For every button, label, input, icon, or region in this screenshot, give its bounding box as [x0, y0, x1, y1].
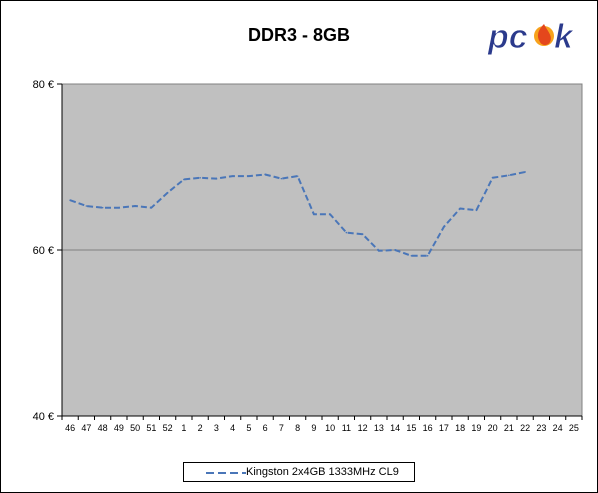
- data-point: [150, 206, 153, 209]
- x-tick-label: 20: [488, 423, 498, 433]
- data-point: [459, 207, 461, 210]
- data-point: [361, 233, 364, 236]
- x-tick-label: 21: [504, 423, 514, 433]
- data-point: [443, 225, 445, 228]
- data-point: [199, 176, 201, 179]
- data-point: [166, 191, 169, 194]
- data-point: [426, 255, 429, 257]
- data-point: [69, 199, 71, 201]
- x-tick-label: 22: [520, 423, 530, 433]
- data-point: [378, 250, 380, 252]
- x-tick-label: 5: [246, 423, 251, 433]
- data-point: [296, 175, 299, 177]
- x-tick-label: 47: [81, 423, 91, 433]
- x-tick-label: 23: [536, 423, 546, 433]
- x-tick-label: 11: [342, 423, 351, 433]
- data-point: [85, 205, 88, 207]
- data-point: [118, 206, 120, 209]
- y-axis: 40 € 60 € 80 €: [33, 79, 62, 423]
- svg-text:k: k: [554, 18, 575, 56]
- series-line-0: [69, 171, 526, 257]
- x-tick-label: 46: [65, 423, 75, 433]
- data-point: [215, 177, 218, 180]
- data-point: [183, 178, 185, 181]
- x-tick-label: 2: [198, 423, 203, 433]
- data-point: [410, 255, 413, 257]
- x-tick-label: 16: [423, 423, 433, 433]
- legend: Kingston 2x4GB 1333MHz CL9: [183, 462, 415, 482]
- x-tick-label: 52: [163, 423, 173, 433]
- x-tick-label: 25: [569, 423, 579, 433]
- data-point: [394, 249, 396, 251]
- data-point: [101, 206, 104, 209]
- x-tick-label: 24: [553, 423, 563, 433]
- x-tick-label: 1: [181, 423, 186, 433]
- x-tick-label: 17: [439, 423, 449, 433]
- y-tick-label: 60 €: [33, 245, 54, 257]
- data-point: [475, 209, 478, 211]
- x-tick-label: 15: [406, 423, 416, 433]
- x-tick-label: 50: [130, 423, 140, 433]
- data-point: [248, 175, 250, 177]
- x-tick-label: 8: [295, 423, 300, 433]
- x-tick-label: 4: [230, 423, 235, 433]
- y-tick-label: 40 €: [33, 411, 54, 423]
- data-point: [313, 213, 315, 216]
- legend-swatch-kingston: [206, 472, 246, 474]
- data-point: [134, 205, 136, 207]
- data-point: [345, 231, 348, 234]
- data-point: [280, 177, 283, 180]
- x-tick-label: 18: [455, 423, 465, 433]
- x-tick-label: 13: [374, 423, 384, 433]
- data-point: [491, 176, 494, 179]
- chart-title: DDR3 - 8GB: [247, 25, 350, 45]
- svg-text:pc: pc: [487, 18, 528, 56]
- x-tick-label: 6: [263, 423, 268, 433]
- series-layer: [69, 171, 526, 257]
- data-point: [524, 171, 526, 173]
- x-tick-label: 14: [390, 423, 400, 433]
- x-tick-label: 19: [471, 423, 481, 433]
- x-axis: 46 47 48 49 50 51 52 1 2 3 4 5 6 7 8 9 10 11 12 13 14 15 16 17 1…: [61, 416, 583, 433]
- y-tick-label: 80 €: [33, 79, 54, 91]
- legend-label-kingston: Kingston 2x4GB 1333MHz CL9: [246, 466, 399, 478]
- x-tick-label: 12: [358, 423, 368, 433]
- data-point: [231, 175, 234, 177]
- x-tick-label: 3: [214, 423, 219, 433]
- data-point: [508, 174, 510, 177]
- x-tick-label: 48: [98, 423, 108, 433]
- x-tick-label: 9: [311, 423, 316, 433]
- x-tick-label: 49: [114, 423, 124, 433]
- x-tick-label: 7: [279, 423, 284, 433]
- x-tick-label: 10: [325, 423, 335, 433]
- pctuning-logo: pc k: [487, 18, 576, 57]
- x-tick-label: 51: [146, 423, 156, 433]
- data-point: [329, 213, 331, 216]
- data-point: [264, 173, 266, 176]
